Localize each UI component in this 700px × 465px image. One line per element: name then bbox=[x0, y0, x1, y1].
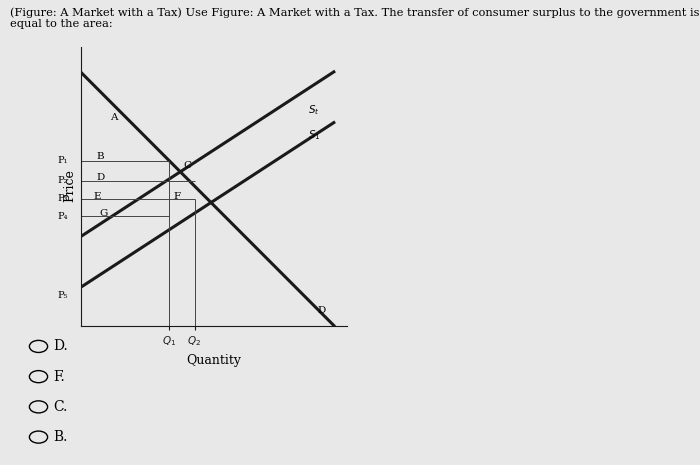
Text: F: F bbox=[173, 192, 181, 200]
Text: A: A bbox=[110, 113, 117, 122]
Text: P₅: P₅ bbox=[57, 291, 68, 299]
Text: D.: D. bbox=[53, 339, 68, 353]
Text: G: G bbox=[99, 209, 108, 219]
Text: D: D bbox=[97, 173, 105, 182]
X-axis label: Quantity: Quantity bbox=[186, 354, 241, 367]
Text: $S_t$: $S_t$ bbox=[309, 103, 320, 117]
Text: F.: F. bbox=[53, 370, 65, 384]
Text: C: C bbox=[183, 161, 191, 170]
Text: C.: C. bbox=[53, 400, 68, 414]
Text: P₃: P₃ bbox=[57, 194, 68, 203]
Text: B: B bbox=[97, 153, 104, 161]
Text: P₁: P₁ bbox=[57, 156, 68, 165]
Text: $S_1$: $S_1$ bbox=[309, 128, 321, 142]
Text: (Figure: A Market with a Tax) Use Figure: A Market with a Tax. The transfer of c: (Figure: A Market with a Tax) Use Figure… bbox=[10, 7, 700, 29]
Text: P₄: P₄ bbox=[57, 212, 68, 221]
Text: E: E bbox=[93, 192, 101, 200]
Text: P₂: P₂ bbox=[57, 176, 68, 186]
Text: B.: B. bbox=[53, 430, 68, 444]
Text: D: D bbox=[317, 306, 326, 315]
Y-axis label: Price: Price bbox=[63, 170, 76, 202]
